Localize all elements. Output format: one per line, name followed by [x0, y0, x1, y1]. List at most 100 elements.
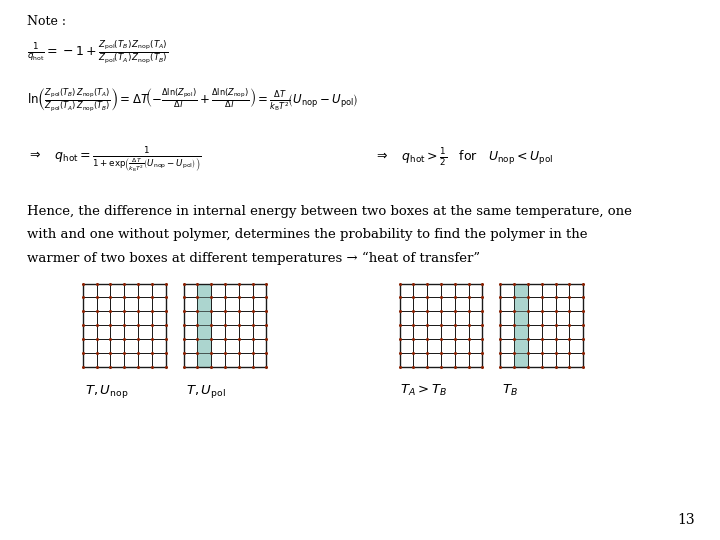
- Bar: [197, 353, 211, 367]
- Bar: [211, 284, 225, 298]
- Text: $\Rightarrow \quad q_{\rm hot} = \frac{1}{1+\exp\!\left(\frac{\Delta T}{k_{\rm B: $\Rightarrow \quad q_{\rm hot} = \frac{1…: [27, 146, 202, 175]
- Bar: [225, 312, 239, 325]
- Bar: [441, 325, 455, 339]
- Bar: [469, 312, 482, 325]
- Bar: [528, 325, 541, 339]
- Bar: [500, 284, 514, 298]
- Text: 13: 13: [678, 512, 695, 526]
- Bar: [239, 284, 253, 298]
- Bar: [413, 298, 427, 312]
- Bar: [400, 312, 413, 325]
- Bar: [413, 325, 427, 339]
- Bar: [427, 312, 441, 325]
- Bar: [197, 339, 211, 353]
- Bar: [138, 284, 152, 298]
- Bar: [514, 298, 528, 312]
- Bar: [125, 298, 138, 312]
- Bar: [570, 339, 583, 353]
- Bar: [528, 284, 541, 298]
- Bar: [83, 325, 96, 339]
- Bar: [211, 325, 225, 339]
- Bar: [152, 284, 166, 298]
- Bar: [441, 298, 455, 312]
- Bar: [138, 339, 152, 353]
- Bar: [556, 298, 570, 312]
- Bar: [514, 284, 528, 298]
- Bar: [138, 353, 152, 367]
- Bar: [211, 312, 225, 325]
- Bar: [225, 298, 239, 312]
- Bar: [500, 312, 514, 325]
- Bar: [528, 312, 541, 325]
- Text: Hence, the difference in internal energy between two boxes at the same temperatu: Hence, the difference in internal energy…: [27, 205, 632, 218]
- Bar: [110, 353, 125, 367]
- Bar: [225, 339, 239, 353]
- Text: $T, U_{\mathrm{pol}}$: $T, U_{\mathrm{pol}}$: [186, 383, 225, 400]
- Bar: [413, 284, 427, 298]
- Bar: [413, 312, 427, 325]
- Bar: [556, 312, 570, 325]
- Text: $T_A > T_B$: $T_A > T_B$: [400, 383, 447, 399]
- Bar: [469, 284, 482, 298]
- Bar: [239, 312, 253, 325]
- Text: with and one without polymer, determines the probability to find the polymer in : with and one without polymer, determines…: [27, 228, 588, 241]
- Text: warmer of two boxes at different temperatures → “heat of transfer”: warmer of two boxes at different tempera…: [27, 252, 480, 265]
- Bar: [427, 353, 441, 367]
- Bar: [570, 298, 583, 312]
- Bar: [469, 339, 482, 353]
- Bar: [570, 284, 583, 298]
- Bar: [455, 339, 469, 353]
- Bar: [197, 312, 211, 325]
- Bar: [556, 325, 570, 339]
- Bar: [541, 284, 556, 298]
- Bar: [184, 312, 197, 325]
- Bar: [197, 284, 211, 298]
- Bar: [500, 284, 583, 367]
- Bar: [500, 339, 514, 353]
- Bar: [556, 353, 570, 367]
- Bar: [541, 353, 556, 367]
- Bar: [110, 339, 125, 353]
- Bar: [197, 325, 211, 339]
- Bar: [556, 284, 570, 298]
- Bar: [427, 339, 441, 353]
- Bar: [400, 284, 413, 298]
- Bar: [96, 353, 110, 367]
- Bar: [400, 325, 413, 339]
- Bar: [400, 353, 413, 367]
- Bar: [541, 312, 556, 325]
- Text: $\frac{1}{q_{\rm hot}} = -1 + \frac{Z_{\rm pol}(T_B)\,Z_{\rm nop}(T_A)}{Z_{\rm p: $\frac{1}{q_{\rm hot}} = -1 + \frac{Z_{\…: [27, 38, 168, 65]
- Bar: [541, 298, 556, 312]
- Bar: [152, 325, 166, 339]
- Bar: [400, 339, 413, 353]
- Text: $T_B$: $T_B$: [502, 383, 518, 399]
- Bar: [253, 284, 266, 298]
- Bar: [253, 339, 266, 353]
- Bar: [184, 325, 197, 339]
- Bar: [96, 298, 110, 312]
- Bar: [211, 339, 225, 353]
- Bar: [184, 339, 197, 353]
- Bar: [455, 325, 469, 339]
- Bar: [184, 353, 197, 367]
- Bar: [110, 325, 125, 339]
- Bar: [96, 339, 110, 353]
- Bar: [427, 284, 441, 298]
- Bar: [514, 353, 528, 367]
- Bar: [528, 353, 541, 367]
- Bar: [528, 298, 541, 312]
- Bar: [125, 312, 138, 325]
- Bar: [514, 325, 528, 339]
- Bar: [184, 284, 266, 367]
- Bar: [556, 339, 570, 353]
- Bar: [96, 284, 110, 298]
- Bar: [514, 339, 528, 353]
- Bar: [152, 353, 166, 367]
- Bar: [125, 353, 138, 367]
- Bar: [541, 339, 556, 353]
- Bar: [83, 353, 96, 367]
- Bar: [400, 298, 413, 312]
- Text: Note :: Note :: [27, 15, 66, 28]
- Bar: [413, 353, 427, 367]
- Bar: [441, 353, 455, 367]
